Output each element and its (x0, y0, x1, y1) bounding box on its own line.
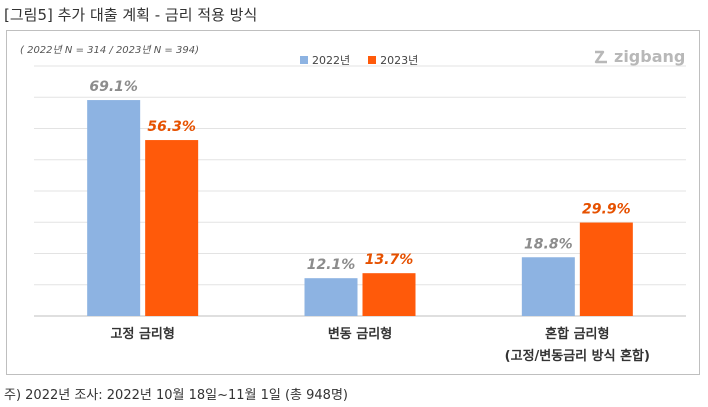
sample-size-note: ( 2022년 N = 314 / 2023년 N = 394) (20, 45, 199, 56)
legend-swatch-2022 (300, 56, 308, 64)
chart-legend: 2022년 2023년 (300, 52, 418, 68)
data-label: 29.9% (582, 202, 631, 218)
category-label: 변동 금리형 (328, 326, 392, 342)
data-label: 18.8% (524, 236, 573, 252)
legend-label-2022: 2022년 (312, 54, 351, 67)
category-label: 고정 금리형 (111, 326, 175, 342)
legend-item-2023: 2023년 (368, 52, 418, 68)
footnote: 주) 2022년 조사: 2022년 10월 18일~11월 1일 (총 948… (4, 388, 348, 403)
zigbang-logo: zigbang (592, 47, 685, 66)
data-label: 56.3% (147, 119, 196, 135)
data-label: 69.1% (89, 79, 138, 95)
legend-item-2022: 2022년 (300, 52, 350, 68)
bar-2023 (579, 222, 633, 316)
bar-2023 (145, 140, 199, 316)
data-label: 12.1% (307, 257, 356, 273)
zigbang-logo-icon (594, 50, 607, 63)
bar-2022 (521, 257, 575, 316)
category-label: (고정/변동금리 방식 혼합) (505, 348, 650, 364)
figure-title: [그림5] 추가 대출 계획 - 금리 적용 방식 (4, 6, 258, 24)
legend-label-2023: 2023년 (380, 54, 419, 67)
bar-2022 (304, 278, 358, 316)
bar-2023 (362, 273, 416, 316)
bar-2022 (87, 100, 141, 316)
category-label: 혼합 금리형 (545, 326, 609, 342)
data-label: 13.7% (365, 252, 414, 268)
zigbang-logo-text: zigbang (614, 47, 686, 66)
legend-swatch-2023 (368, 56, 377, 64)
